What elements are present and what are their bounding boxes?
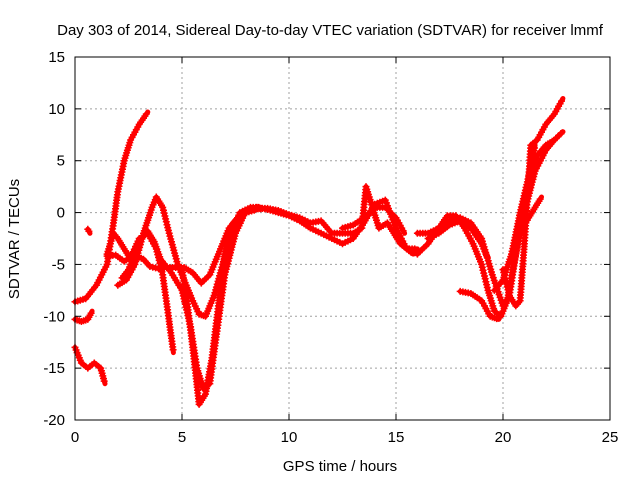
data-point <box>531 144 538 152</box>
data-point <box>536 195 544 203</box>
data-point <box>169 346 177 354</box>
series-arc-c <box>84 225 93 236</box>
plot-frame <box>74 56 611 421</box>
x-tick-label: 15 <box>388 429 405 446</box>
series-trail <box>404 129 566 319</box>
axis-ticks: 0 5 10 15 20 25 -20 -15 -10 -5 0 5 10 15 <box>43 49 618 446</box>
series-arc-l <box>339 203 408 236</box>
chart-title: Day 303 of 2014, Sidereal Day-to-day VTE… <box>57 22 604 39</box>
series-arc-d <box>71 109 151 306</box>
series-arc-m <box>403 129 566 320</box>
data-point <box>493 315 501 323</box>
series-arc-k <box>253 196 420 253</box>
data-point <box>557 130 565 138</box>
series-arc-s <box>508 142 538 258</box>
data-point <box>87 309 95 317</box>
data-point <box>85 227 93 235</box>
data-point <box>483 253 491 261</box>
x-tick-label: 25 <box>602 429 619 446</box>
x-tick-label: 10 <box>281 429 298 446</box>
y-tick-label: -10 <box>43 308 65 325</box>
data-point <box>100 377 108 385</box>
series-arc-a <box>71 343 108 387</box>
series-arc-p <box>456 287 502 323</box>
series-trail <box>72 109 151 305</box>
x-axis-label: GPS time / hours <box>283 458 397 475</box>
y-tick-label: -20 <box>43 412 65 429</box>
y-tick-label: -5 <box>52 256 65 273</box>
x-tick-label: 0 <box>71 429 79 446</box>
y-tick-label: -15 <box>43 360 65 377</box>
x-tick-label: 5 <box>178 429 186 446</box>
y-tick-label: 15 <box>48 49 65 66</box>
x-tick-label: 20 <box>495 429 512 446</box>
data-point <box>142 110 150 118</box>
data-point <box>399 227 407 235</box>
y-axis-label: SDTVAR / TECUs <box>6 179 23 299</box>
series-arc-o <box>424 217 491 262</box>
series-arc-i <box>178 205 266 408</box>
data-point <box>558 97 565 105</box>
y-tick-label: 0 <box>57 205 65 222</box>
data-series <box>71 96 566 408</box>
grid <box>75 57 610 420</box>
y-tick-label: 5 <box>57 153 65 170</box>
y-tick-label: 10 <box>48 101 65 118</box>
